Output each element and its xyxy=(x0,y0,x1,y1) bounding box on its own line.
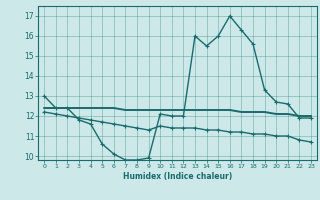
X-axis label: Humidex (Indice chaleur): Humidex (Indice chaleur) xyxy=(123,172,232,181)
